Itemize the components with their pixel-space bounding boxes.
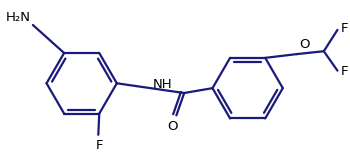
Text: O: O [299,38,310,51]
Text: F: F [341,22,348,35]
Text: F: F [96,139,103,152]
Text: NH: NH [153,78,172,91]
Text: O: O [167,120,178,133]
Text: H₂N: H₂N [6,11,31,24]
Text: F: F [341,65,348,78]
